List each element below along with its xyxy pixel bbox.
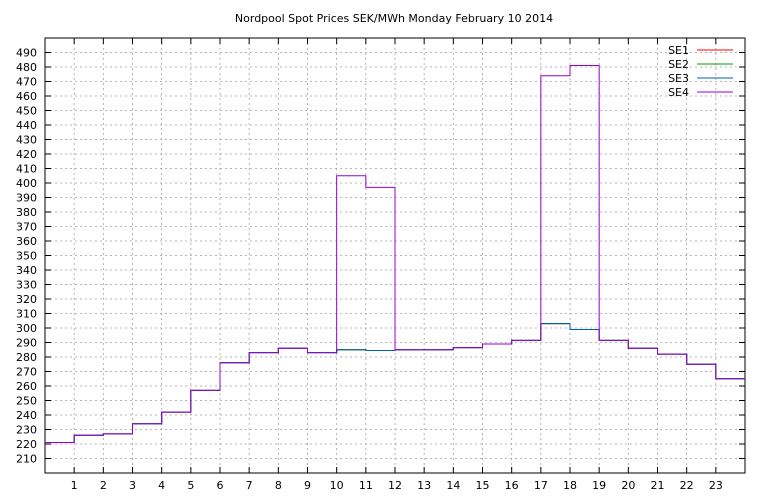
x-tick-label: 8	[275, 479, 282, 492]
y-tick-label: 380	[16, 206, 37, 219]
y-tick-label: 450	[16, 105, 37, 118]
legend-label-se3: SE3	[668, 72, 689, 85]
x-tick-label: 18	[563, 479, 577, 492]
y-tick-label: 420	[16, 148, 37, 161]
x-tick-label: 23	[709, 479, 723, 492]
x-tick-label: 14	[446, 479, 460, 492]
y-tick-label: 220	[16, 438, 37, 451]
x-tick-label: 20	[621, 479, 635, 492]
y-tick-label: 360	[16, 235, 37, 248]
y-tick-label: 370	[16, 221, 37, 234]
x-tick-label: 10	[330, 479, 344, 492]
x-tick-label: 22	[680, 479, 694, 492]
y-tick-label: 470	[16, 76, 37, 89]
x-tick-label: 9	[304, 479, 311, 492]
x-tick-label: 4	[158, 479, 165, 492]
x-tick-label: 21	[651, 479, 665, 492]
x-tick-label: 7	[246, 479, 253, 492]
y-tick-label: 280	[16, 351, 37, 364]
y-tick-label: 400	[16, 177, 37, 190]
y-tick-label: 410	[16, 163, 37, 176]
x-tick-label: 17	[534, 479, 548, 492]
y-tick-label: 440	[16, 119, 37, 132]
x-tick-label: 5	[187, 479, 194, 492]
y-tick-label: 210	[16, 453, 37, 466]
y-tick-label: 330	[16, 279, 37, 292]
x-tick-label: 12	[388, 479, 402, 492]
x-tick-label: 2	[100, 479, 107, 492]
legend-label-se1: SE1	[668, 44, 689, 57]
y-tick-label: 460	[16, 90, 37, 103]
y-tick-label: 250	[16, 395, 37, 408]
x-tick-label: 15	[476, 479, 490, 492]
y-tick-label: 290	[16, 337, 37, 350]
x-tick-label: 6	[217, 479, 224, 492]
axis-layer: 1 2 3 4 5 6 7 8 9 10 11 12 13 14 15 16 17 18 19 20 21 22 23210…	[16, 38, 745, 492]
legend-label-se4: SE4	[668, 86, 689, 99]
y-tick-label: 260	[16, 380, 37, 393]
series-line-se4	[45, 65, 745, 444]
y-tick-label: 480	[16, 61, 37, 74]
x-tick-label: 11	[359, 479, 373, 492]
x-tick-label: 3	[129, 479, 136, 492]
y-tick-label: 240	[16, 409, 37, 422]
y-tick-label: 340	[16, 264, 37, 277]
y-tick-label: 430	[16, 134, 37, 147]
y-tick-label: 350	[16, 250, 37, 263]
y-tick-label: 320	[16, 293, 37, 306]
series-layer	[45, 65, 745, 444]
y-tick-label: 310	[16, 308, 37, 321]
y-tick-label: 390	[16, 192, 37, 205]
x-tick-label: 13	[417, 479, 431, 492]
chart-title: Nordpool Spot Prices SEK/MWh Monday Febr…	[235, 12, 553, 25]
legend-label-se2: SE2	[668, 58, 689, 71]
y-tick-label: 270	[16, 366, 37, 379]
x-tick-label: 1	[71, 479, 78, 492]
y-tick-label: 490	[16, 47, 37, 60]
y-tick-label: 300	[16, 322, 37, 335]
x-tick-label: 19	[592, 479, 606, 492]
y-tick-label: 230	[16, 424, 37, 437]
x-tick-label: 16	[505, 479, 519, 492]
